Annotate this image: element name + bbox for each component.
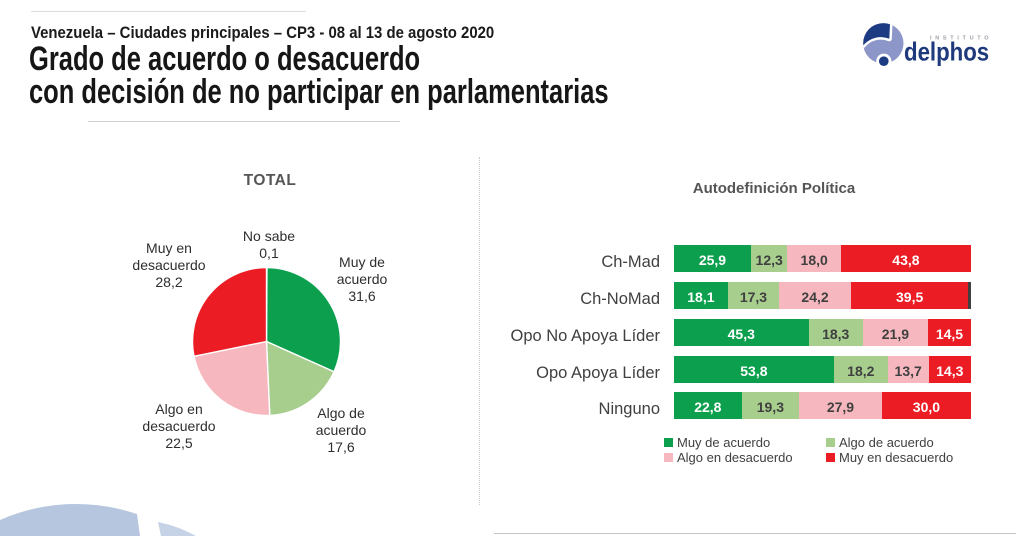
svg-text:INSTITUTO: INSTITUTO (930, 36, 992, 42)
svg-text:delphos: delphos (904, 38, 989, 67)
